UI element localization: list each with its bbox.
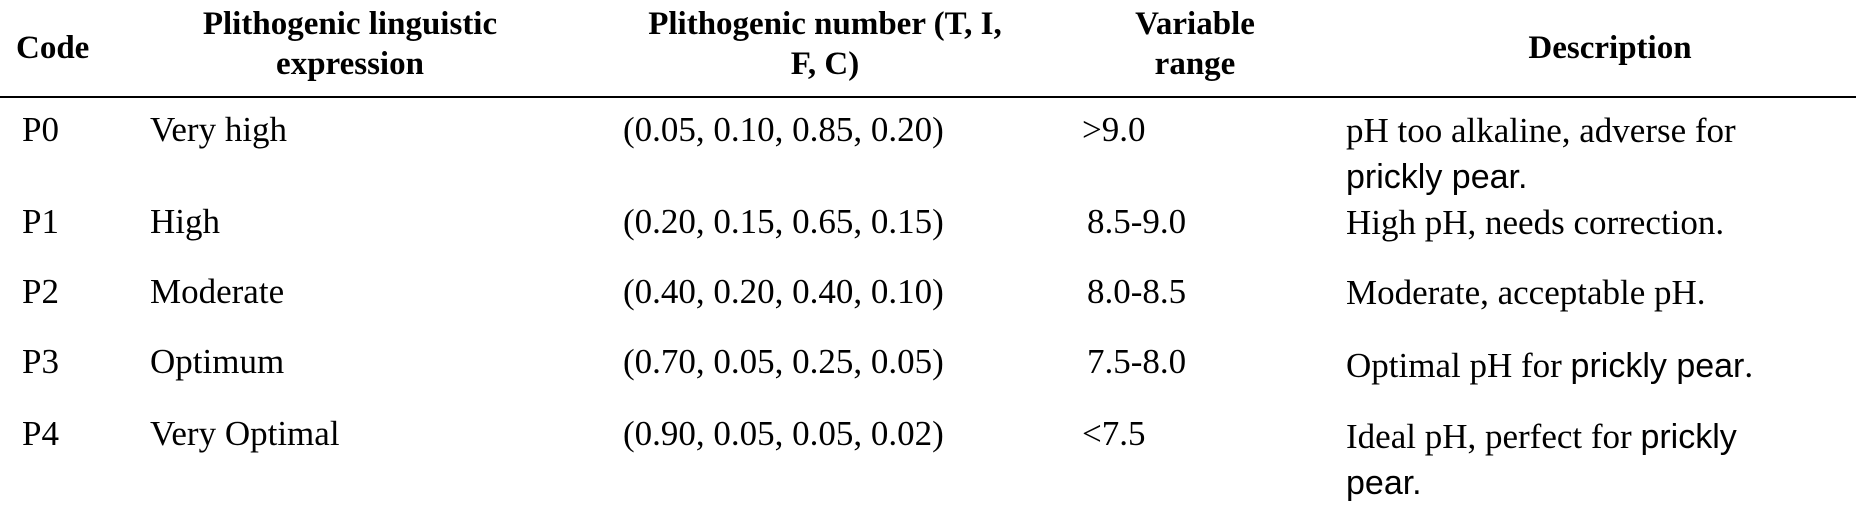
cell-description: Ideal pH, perfect for prickly pear.: [1346, 414, 1786, 506]
cell-number: (0.20, 0.15, 0.65, 0.15): [623, 202, 944, 241]
cell-description: High pH, needs correction.: [1346, 200, 1786, 246]
description-tail: .: [1744, 346, 1754, 385]
header-expression-line1: Plithogenic linguistic: [202, 6, 498, 42]
cell-number: (0.40, 0.20, 0.40, 0.10): [623, 272, 944, 311]
cell-code: P3: [22, 342, 59, 381]
cell-description: Optimal pH for prickly pear.: [1346, 343, 1846, 389]
cell-number: (0.70, 0.05, 0.25, 0.05): [623, 342, 944, 381]
header-range: Variable range: [1060, 4, 1330, 84]
header-expression: Plithogenic linguistic expression: [150, 4, 550, 84]
description-text: High pH, needs correction.: [1346, 203, 1725, 242]
cell-range: 8.0-8.5: [1087, 272, 1187, 311]
description-term: prickly pear.: [1346, 418, 1737, 502]
cell-range: 7.5-8.0: [1087, 342, 1187, 381]
header-range-line1: Variable: [1135, 6, 1255, 42]
header-code-label: Code: [16, 30, 90, 66]
header-description-label: Description: [1528, 30, 1692, 66]
description-text: pH too alkaline, adverse for: [1346, 111, 1736, 150]
cell-number: (0.05, 0.10, 0.85, 0.20): [623, 110, 944, 149]
cell-expression: Very Optimal: [150, 414, 340, 453]
description-text: Optimal pH for: [1346, 346, 1571, 385]
header-code: Code: [16, 28, 116, 68]
header-range-line2: range: [1154, 46, 1236, 82]
cell-range: 8.5-9.0: [1087, 202, 1187, 241]
cell-description: Moderate, acceptable pH.: [1346, 270, 1786, 316]
cell-code: P1: [22, 202, 59, 241]
cell-code: P0: [22, 110, 59, 149]
header-rule: [0, 96, 1856, 98]
description-term: prickly pear: [1570, 347, 1745, 385]
description-term: prickly pear.: [1346, 158, 1528, 196]
cell-range: <7.5: [1082, 414, 1146, 453]
cell-number: (0.90, 0.05, 0.05, 0.02): [623, 414, 944, 453]
cell-expression: Moderate: [150, 272, 285, 311]
description-text: Ideal pH, perfect for: [1346, 417, 1641, 456]
cell-expression: Very high: [150, 110, 288, 149]
cell-range: >9.0: [1082, 110, 1146, 149]
cell-expression: Optimum: [150, 342, 285, 381]
header-number: Plithogenic number (T, I, F, C): [605, 4, 1045, 84]
header-expression-line2: expression: [276, 46, 424, 82]
header-description: Description: [1420, 28, 1800, 68]
cell-description: pH too alkaline, adverse for prickly pea…: [1346, 108, 1786, 200]
cell-code: P4: [22, 414, 59, 453]
description-text: Moderate, acceptable pH.: [1346, 273, 1706, 312]
header-number-line1: Plithogenic number (T, I,: [648, 6, 1002, 42]
cell-expression: High: [150, 202, 220, 241]
cell-code: P2: [22, 272, 59, 311]
header-number-line2: F, C): [790, 46, 860, 82]
